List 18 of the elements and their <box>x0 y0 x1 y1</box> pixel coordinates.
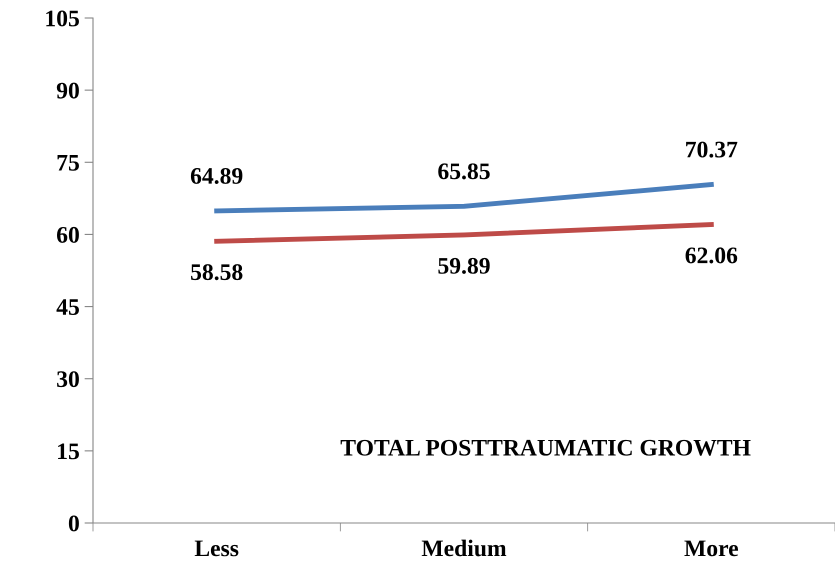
data-label: 64.89 <box>190 168 242 184</box>
y-tick-label: 75 <box>58 155 79 171</box>
x-tick-label: More <box>684 540 738 556</box>
data-label: 70.37 <box>686 142 738 158</box>
data-label: 58.58 <box>191 264 242 280</box>
y-tick-label: 30 <box>57 371 79 388</box>
y-tick-label: 45 <box>56 299 79 315</box>
data-label: 59.89 <box>438 258 490 274</box>
y-tick-label: 15 <box>58 443 79 460</box>
y-tick-label: 0 <box>68 515 79 532</box>
data-label: 62.06 <box>686 247 738 264</box>
y-tick-label: 105 <box>46 10 79 26</box>
x-tick-label: Less <box>194 540 238 556</box>
x-tick-label: Medium <box>422 540 506 556</box>
y-tick-label: 90 <box>56 82 79 99</box>
text: TOTAL POSTTRAUMATIC GROWTH <box>340 440 751 456</box>
data-label: 65.85 <box>438 163 490 180</box>
y-tick-label: 60 <box>57 226 79 243</box>
